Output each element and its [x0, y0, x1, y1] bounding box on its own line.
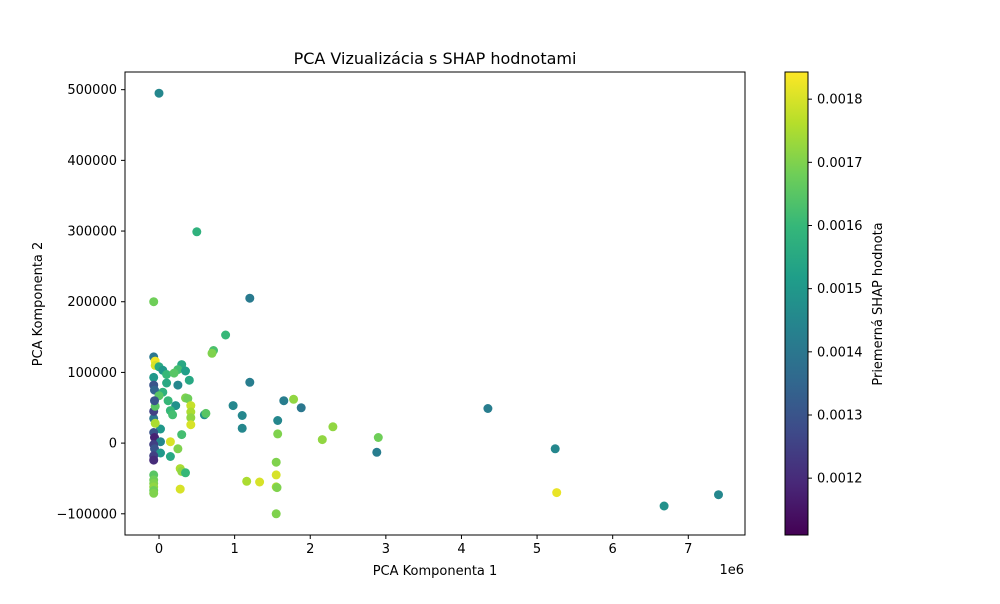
data-point	[279, 396, 289, 406]
y-tick-label: 500000	[67, 83, 117, 98]
x-tick-label: 1	[230, 542, 238, 557]
plot-background	[125, 72, 745, 535]
data-point	[149, 372, 159, 382]
data-point	[328, 422, 338, 432]
data-point	[317, 435, 327, 445]
data-point	[184, 375, 194, 385]
x-tick-label: 4	[457, 542, 465, 557]
y-tick-label: 100000	[67, 366, 117, 381]
y-tick-label: 400000	[67, 154, 117, 169]
colorbar-ticks: 0.0012 0.0013 0.0014 0.0015 0.0016 0.0017 0.00…	[808, 93, 863, 487]
colorbar: 0.0012 0.0013 0.0014 0.0015 0.0016 0.0017 0.00…	[784, 71, 886, 536]
data-point	[228, 401, 238, 411]
data-point	[289, 394, 299, 404]
data-point	[149, 488, 159, 498]
colorbar-tick-label: 0.0018	[817, 93, 863, 108]
x-tick-label: 5	[533, 542, 541, 557]
data-point	[169, 368, 179, 378]
data-point	[245, 377, 255, 387]
colorbar-tick-label: 0.0014	[817, 345, 863, 360]
data-point	[273, 429, 283, 439]
data-point	[181, 366, 190, 376]
data-point	[168, 410, 178, 420]
data-point	[165, 437, 175, 447]
data-point	[255, 477, 265, 487]
data-point	[272, 483, 282, 493]
data-point	[162, 370, 172, 379]
data-point	[271, 470, 281, 480]
data-point	[237, 411, 247, 420]
x-axis-ticks: 0 1 2 3 4 5 6 7	[155, 535, 692, 557]
data-point	[201, 408, 211, 418]
plot-area: 0 1 2 3 4 5 6 7 −100000 0 100000 200000 300000 40000…	[56, 71, 746, 557]
colorbar-label: Priemerná SHAP hodnota	[871, 222, 886, 385]
data-point	[186, 413, 196, 423]
y-axis-ticks: −100000 0 100000 200000 300000 400000 500000	[56, 83, 125, 522]
plot-frame	[124, 71, 746, 536]
data-point	[149, 297, 159, 307]
data-point	[175, 484, 185, 494]
data-point	[165, 452, 175, 461]
y-tick-label: 300000	[67, 225, 117, 240]
points-layer	[149, 88, 723, 519]
data-point	[156, 448, 165, 458]
colorbar-tick-label: 0.0012	[817, 472, 863, 487]
data-point	[150, 418, 160, 428]
x-tick-label: 6	[609, 542, 617, 557]
colorbar-tick-label: 0.0016	[817, 219, 863, 234]
data-point	[156, 437, 165, 447]
data-point	[659, 501, 669, 511]
data-point	[550, 444, 560, 454]
x-tick-label: 2	[306, 542, 314, 557]
data-point	[242, 476, 252, 486]
data-point	[183, 394, 193, 404]
x-tick-label: 3	[382, 542, 390, 557]
data-point	[173, 444, 183, 454]
data-point	[221, 330, 231, 340]
y-tick-label: 0	[109, 437, 117, 452]
data-point	[271, 509, 281, 519]
colorbar-gradient	[784, 71, 809, 536]
x-tick-label: 7	[684, 542, 692, 557]
data-point	[273, 416, 283, 425]
colorbar-tick-label: 0.0015	[817, 282, 863, 297]
data-point	[192, 227, 202, 237]
data-point	[156, 424, 165, 434]
data-point	[372, 447, 382, 457]
x-axis-label: PCA Komponenta 1	[373, 564, 498, 579]
data-point	[552, 488, 562, 498]
data-point	[296, 403, 306, 413]
x-axis-offset-label: 1e6	[719, 563, 744, 578]
y-tick-label: 200000	[67, 295, 117, 310]
colorbar-tick-label: 0.0013	[817, 408, 863, 423]
data-point	[181, 468, 190, 478]
data-point	[149, 455, 159, 465]
data-point	[150, 396, 159, 406]
data-point	[714, 490, 723, 500]
data-point	[207, 348, 217, 358]
data-point	[271, 457, 281, 467]
y-tick-label: −100000	[56, 507, 117, 522]
data-point	[186, 401, 196, 411]
data-point	[173, 380, 183, 390]
colorbar-tick-label: 0.0017	[817, 156, 863, 171]
data-point	[177, 430, 187, 440]
data-point	[163, 396, 173, 406]
data-point	[483, 404, 493, 413]
data-point	[237, 423, 247, 433]
x-tick-label: 0	[155, 542, 163, 557]
data-point	[373, 433, 383, 442]
data-point	[162, 378, 172, 388]
data-point	[245, 293, 255, 303]
y-axis-label: PCA Komponenta 2	[31, 242, 46, 367]
data-point	[154, 88, 164, 98]
data-point	[186, 420, 196, 430]
chart-title: PCA Vizualizácia s SHAP hodnotami	[294, 49, 577, 68]
